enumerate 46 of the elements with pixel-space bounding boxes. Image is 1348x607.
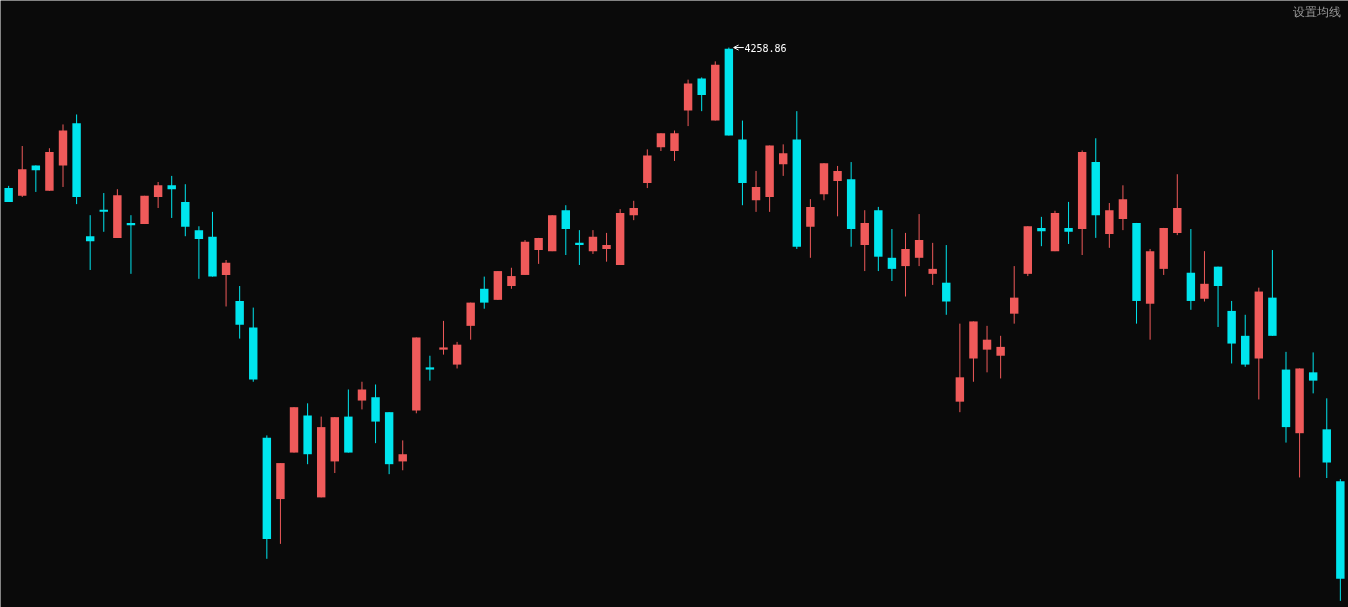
candlestick [670,130,679,162]
candlestick [398,439,407,471]
candlestick [452,341,462,369]
annotation: 4258.86 [744,42,787,54]
candlestick [235,285,244,340]
candlestick [1213,266,1223,328]
candlestick [561,204,570,256]
candlestick [425,355,435,382]
candlestick [779,143,788,177]
candlestick [1118,184,1128,231]
candlestick [928,242,937,286]
candlestick [602,232,611,263]
candlestick [85,214,95,271]
candlestick [534,237,543,265]
candlestick [167,175,176,219]
candlestick [466,302,475,341]
candlestick [1037,216,1046,247]
candlestick [996,335,1005,379]
candlestick [439,320,448,356]
candlestick [357,381,367,410]
candlestick [697,76,706,112]
candlestick [806,198,815,259]
candlestick [982,325,992,373]
candlestick [833,165,842,217]
candlestick [588,229,598,255]
candlestick [887,228,897,282]
candlestick [194,225,204,280]
candlestick [1064,201,1073,245]
candlestick [480,276,489,310]
candlestick [221,259,231,307]
candlestick [1200,250,1209,303]
candlestick [914,213,924,267]
candlestick [1010,265,1019,325]
candlestick [575,229,584,266]
candlestick [1308,351,1318,394]
candlestick [31,164,41,193]
candlestick [99,192,108,233]
candlestick [860,209,869,272]
candlestick [507,267,516,290]
text: 设置均线 [1292,4,1341,19]
candlestick [629,200,638,221]
candlestick [1105,202,1114,249]
candlestick [153,181,163,209]
candlestick [901,232,910,298]
candlestick [942,244,951,316]
candlestick [751,170,761,213]
